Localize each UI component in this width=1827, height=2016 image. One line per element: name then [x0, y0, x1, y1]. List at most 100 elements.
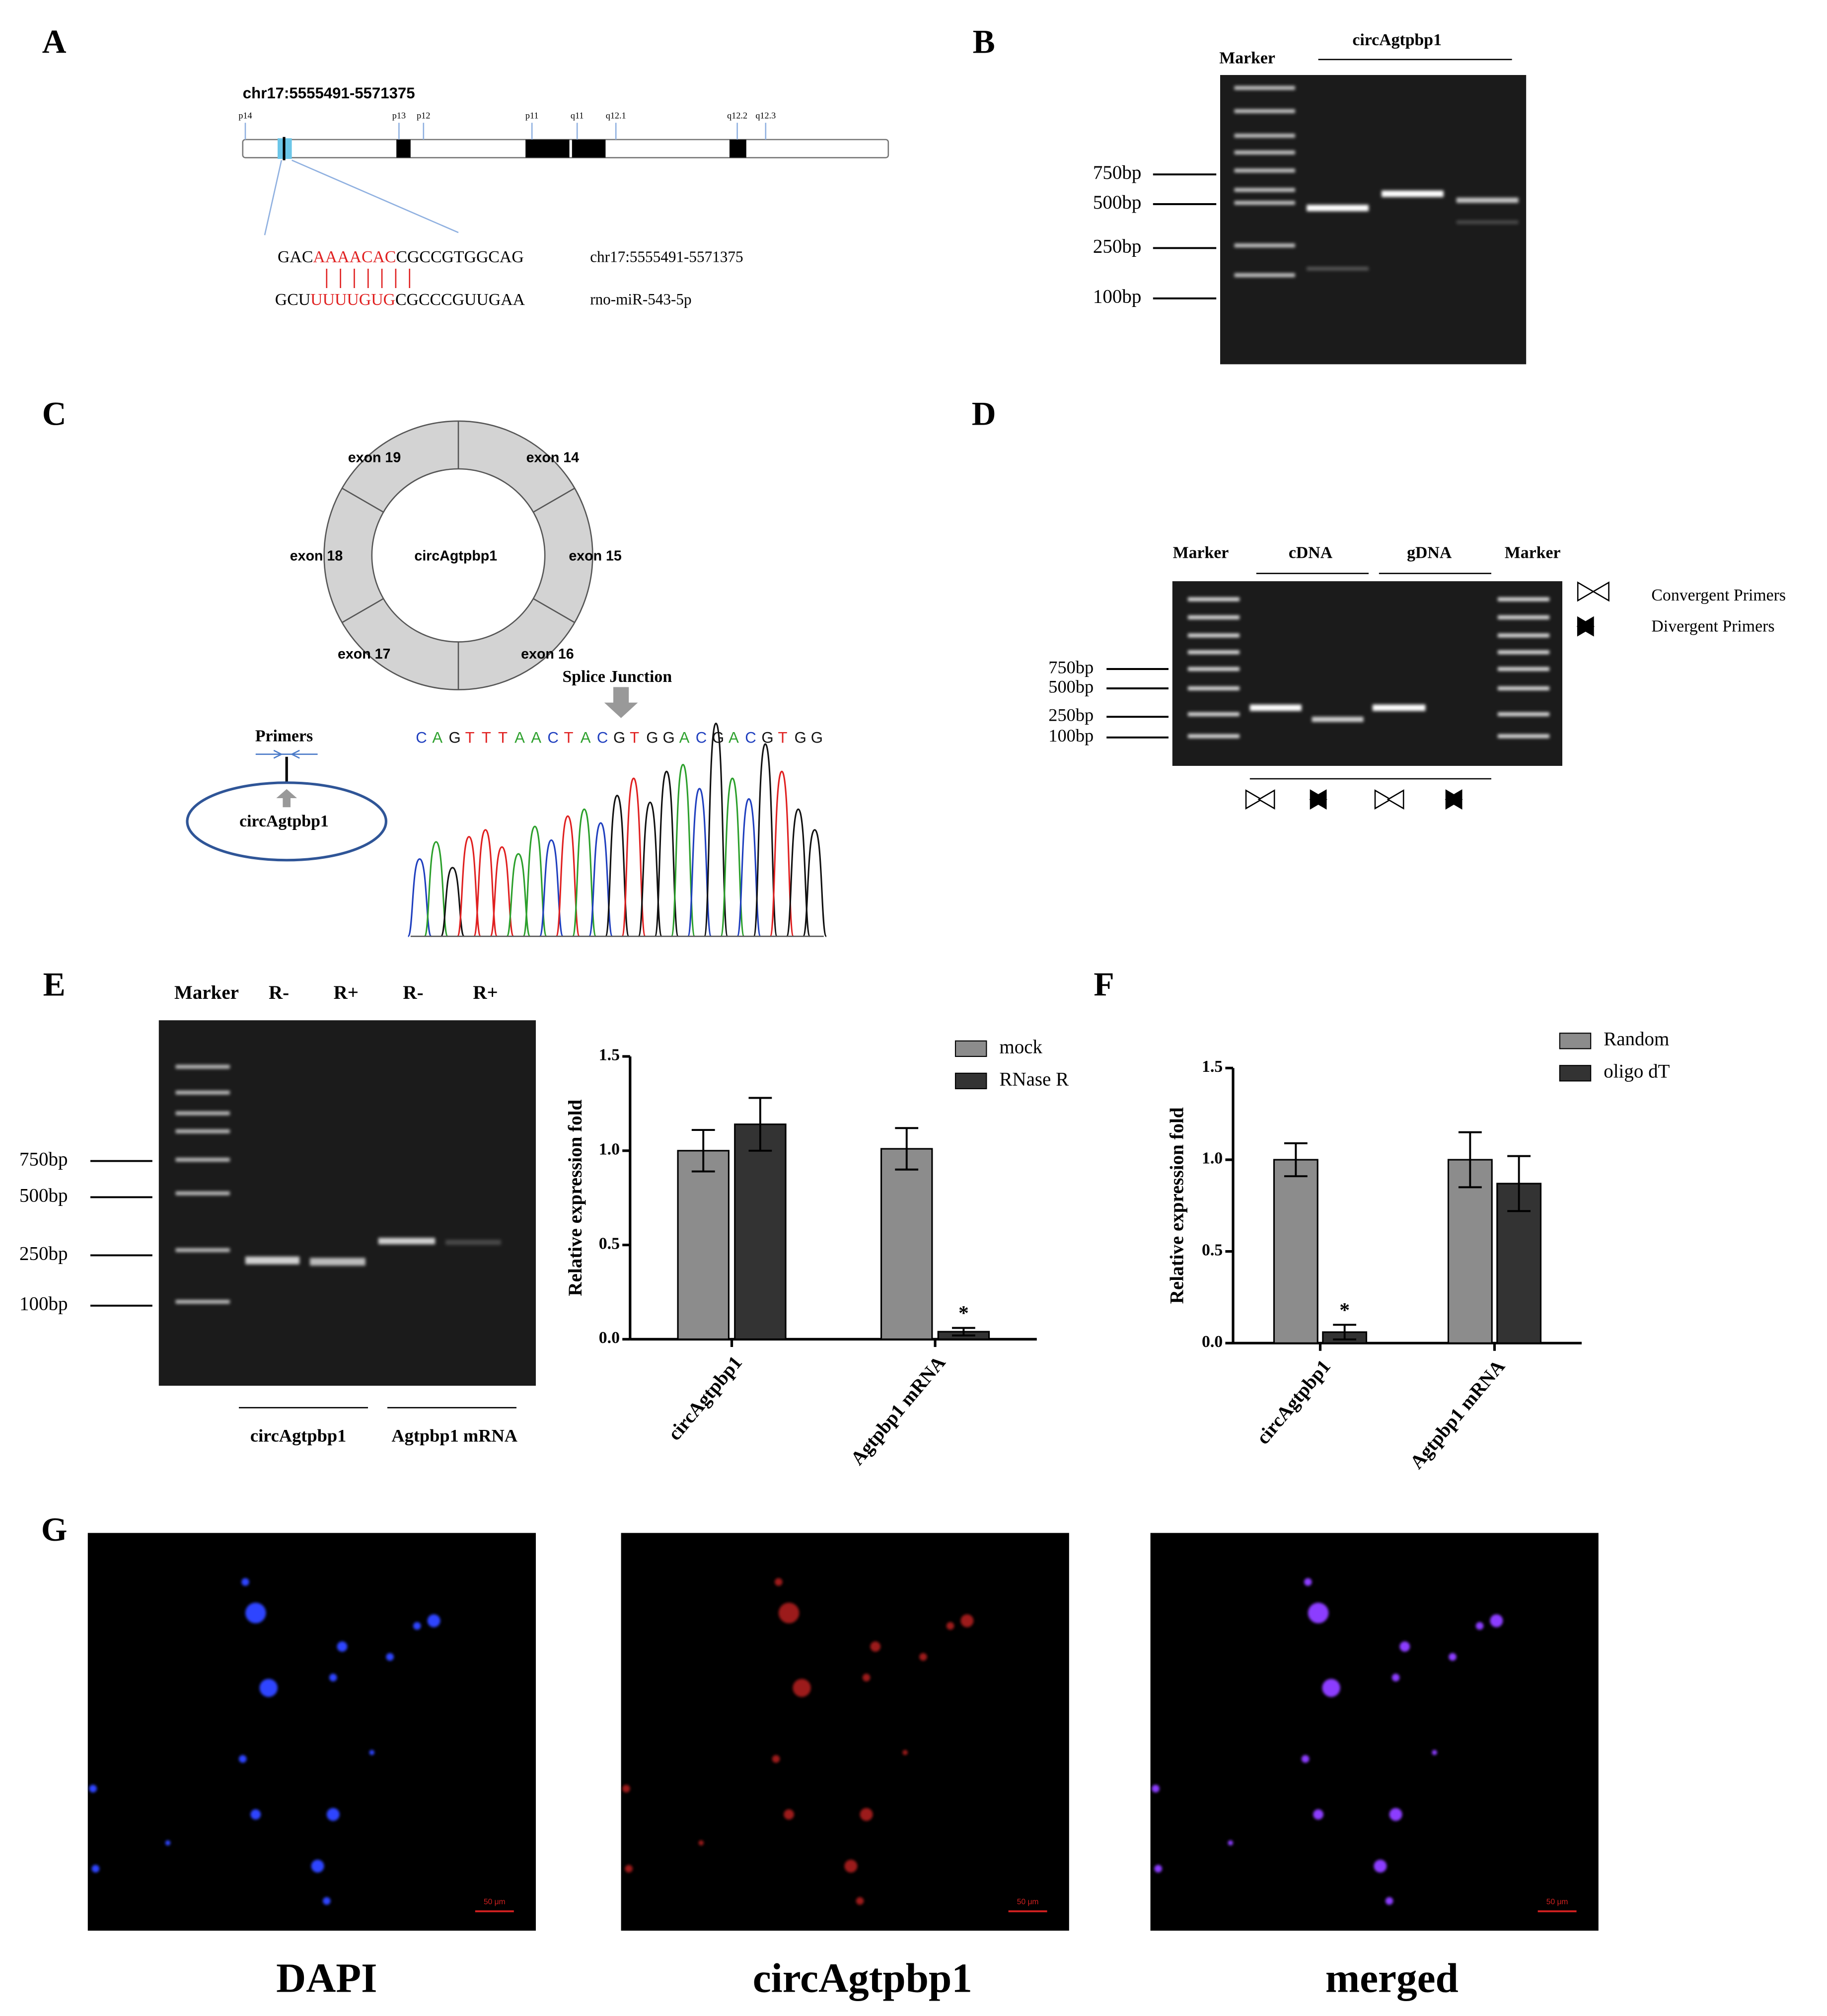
cell — [386, 1653, 394, 1661]
micrograph — [1150, 1533, 1599, 1931]
mirna-name: rno-miR-543-5p — [590, 291, 691, 308]
cell — [698, 1840, 704, 1846]
primer-tri — [1592, 581, 1609, 602]
ladder-label: 250bp — [1093, 235, 1142, 257]
channel-label: DAPI — [276, 1955, 377, 2001]
gel-band — [1188, 667, 1240, 671]
band-label: q11 — [571, 110, 584, 120]
base: T — [630, 729, 639, 747]
base: T — [564, 729, 574, 747]
cell — [1313, 1809, 1323, 1820]
ladder-label: 750bp — [1093, 162, 1142, 183]
target-name: chr17:5555491-5571375 — [590, 248, 743, 265]
channel-label: circAgtpbp1 — [753, 1955, 972, 2001]
cell — [427, 1614, 440, 1628]
y-tick-label: 1.5 — [1202, 1057, 1223, 1076]
exon-divider — [533, 487, 575, 513]
base: G — [662, 729, 674, 747]
base: T — [498, 729, 508, 747]
y-tick-label: 0.0 — [1202, 1333, 1223, 1351]
gel-band — [1307, 267, 1369, 271]
gel-band — [1234, 134, 1295, 138]
bar — [880, 1148, 933, 1340]
zoom-line — [292, 159, 459, 233]
micrograph — [87, 1533, 536, 1931]
bar — [1273, 1159, 1318, 1344]
gel-band — [1188, 686, 1240, 690]
circ-name: circAgtpbp1 — [414, 548, 497, 564]
error-bar — [691, 1129, 715, 1173]
target-seq: GACAAAACACCGCCGTGGCAG — [278, 248, 524, 266]
error-bar — [895, 1127, 919, 1171]
x-tick-label: Agtpbp1 mRNA — [1406, 1356, 1509, 1473]
y-tick-label: 1.0 — [1202, 1149, 1223, 1168]
ladder-label: 500bp — [1093, 192, 1142, 213]
ladder-label: 500bp — [1048, 676, 1094, 696]
y-tick-label: 1.0 — [599, 1140, 620, 1159]
legend-label: Divergent Primers — [1651, 617, 1774, 636]
lane-label: Marker — [1173, 543, 1229, 562]
gel-band — [1188, 597, 1240, 601]
gel — [1220, 75, 1527, 365]
gel-band — [1234, 243, 1295, 248]
exon-divider — [533, 598, 575, 623]
gel-band — [1498, 633, 1549, 638]
lane-label: cDNA — [1289, 543, 1333, 562]
error-bar — [1507, 1155, 1531, 1212]
scale-label: 50 μm — [484, 1898, 506, 1906]
cell — [337, 1641, 348, 1652]
lane-label: Marker — [1505, 543, 1561, 562]
cell — [241, 1578, 249, 1586]
ladder-label: 100bp — [1093, 286, 1142, 307]
ladder-label: 750bp — [1048, 657, 1094, 677]
legend-label: Convergent Primers — [1651, 586, 1786, 604]
gel-band — [175, 1090, 230, 1095]
primers-label: Primers — [255, 727, 313, 746]
base: A — [581, 729, 591, 747]
exon-label: exon 14 — [526, 450, 580, 466]
base: G — [761, 729, 773, 747]
base: A — [514, 729, 525, 747]
gel-band — [1382, 190, 1444, 197]
cell — [1228, 1840, 1233, 1846]
band — [572, 140, 606, 158]
error-bar — [1284, 1142, 1308, 1178]
exon-dividers — [342, 421, 575, 690]
cell — [369, 1750, 374, 1755]
cell — [1308, 1602, 1329, 1624]
base: G — [646, 729, 658, 747]
gel-band — [1188, 712, 1240, 716]
base: T — [778, 729, 788, 747]
primer-tri — [1374, 789, 1392, 810]
y-axis-label: Relative expression fold — [1167, 1107, 1188, 1304]
cell — [245, 1602, 266, 1624]
band — [525, 140, 570, 158]
cell — [250, 1809, 261, 1820]
gel-band — [1234, 168, 1295, 173]
cell — [1152, 1785, 1160, 1792]
cell — [775, 1578, 783, 1586]
micrographs: 50 μm 50 μm 50 μm — [87, 1533, 1599, 1931]
gel-band — [175, 1248, 230, 1252]
gel-band — [1188, 734, 1240, 739]
cell — [860, 1808, 873, 1821]
cell — [1304, 1578, 1312, 1586]
primer-tri — [1577, 581, 1595, 602]
base: C — [696, 729, 707, 747]
gel-band — [445, 1240, 501, 1245]
significance: * — [958, 1301, 969, 1324]
cell — [165, 1840, 171, 1846]
exon-label: exon 15 — [569, 548, 622, 564]
gel-band — [175, 1064, 230, 1069]
band-label: p14 — [238, 110, 252, 120]
x-tick-label: circAgtpbp1 — [1252, 1356, 1335, 1448]
ladder-label: 500bp — [19, 1185, 68, 1206]
band-label: p13 — [392, 110, 406, 120]
base: C — [597, 729, 608, 747]
primer-tri — [1445, 789, 1462, 810]
gel-band — [1234, 201, 1295, 205]
lane-label: Marker — [174, 982, 239, 1003]
cell — [239, 1755, 247, 1763]
